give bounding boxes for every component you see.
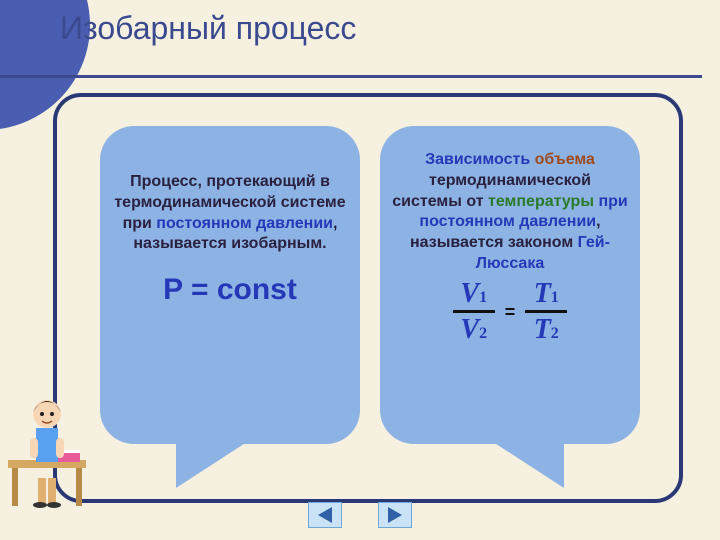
fraction-bar-icon xyxy=(525,310,567,313)
v-den-sub: 2 xyxy=(479,325,487,342)
law-callout-tail xyxy=(490,440,564,488)
law-text: Зависимость объема термодинамической сис… xyxy=(380,150,640,275)
t-den: T xyxy=(534,314,551,345)
formula-p-const: P = const xyxy=(100,273,360,307)
fraction-v: V1 V2 xyxy=(453,279,495,345)
nav-controls xyxy=(308,502,412,528)
prev-button[interactable] xyxy=(308,502,342,528)
fraction-bar-icon xyxy=(453,310,495,313)
v-num-sub: 1 xyxy=(479,289,487,306)
law-equation: V1 V2 = T1 T2 xyxy=(380,279,640,345)
v-num: V xyxy=(460,278,479,309)
t-num: T xyxy=(534,278,551,309)
arrow-left-icon xyxy=(318,507,332,523)
arrow-right-icon xyxy=(388,507,402,523)
equals-sign: = xyxy=(505,300,516,323)
student-at-desk-icon xyxy=(0,378,100,508)
t-num-sub: 1 xyxy=(551,289,559,306)
definition-callout-tail xyxy=(176,440,250,488)
law-callout: Зависимость объема термодинамической сис… xyxy=(380,126,640,444)
v-den: V xyxy=(460,314,479,345)
definition-highlight: постоянном давлении xyxy=(156,215,333,232)
page-title: Изобарный процесс xyxy=(60,10,356,47)
definition-text: Процесс, протекающий в термодинамической… xyxy=(100,172,360,255)
law-word-dependence: Зависимость xyxy=(425,151,530,168)
definition-callout: Процесс, протекающий в термодинамической… xyxy=(100,126,360,444)
fraction-t: T1 T2 xyxy=(525,279,567,345)
law-word-temperature: температуры xyxy=(488,193,594,210)
next-button[interactable] xyxy=(378,502,412,528)
header-divider xyxy=(0,75,702,78)
law-word-volume: объема xyxy=(535,151,595,168)
t-den-sub: 2 xyxy=(551,325,559,342)
